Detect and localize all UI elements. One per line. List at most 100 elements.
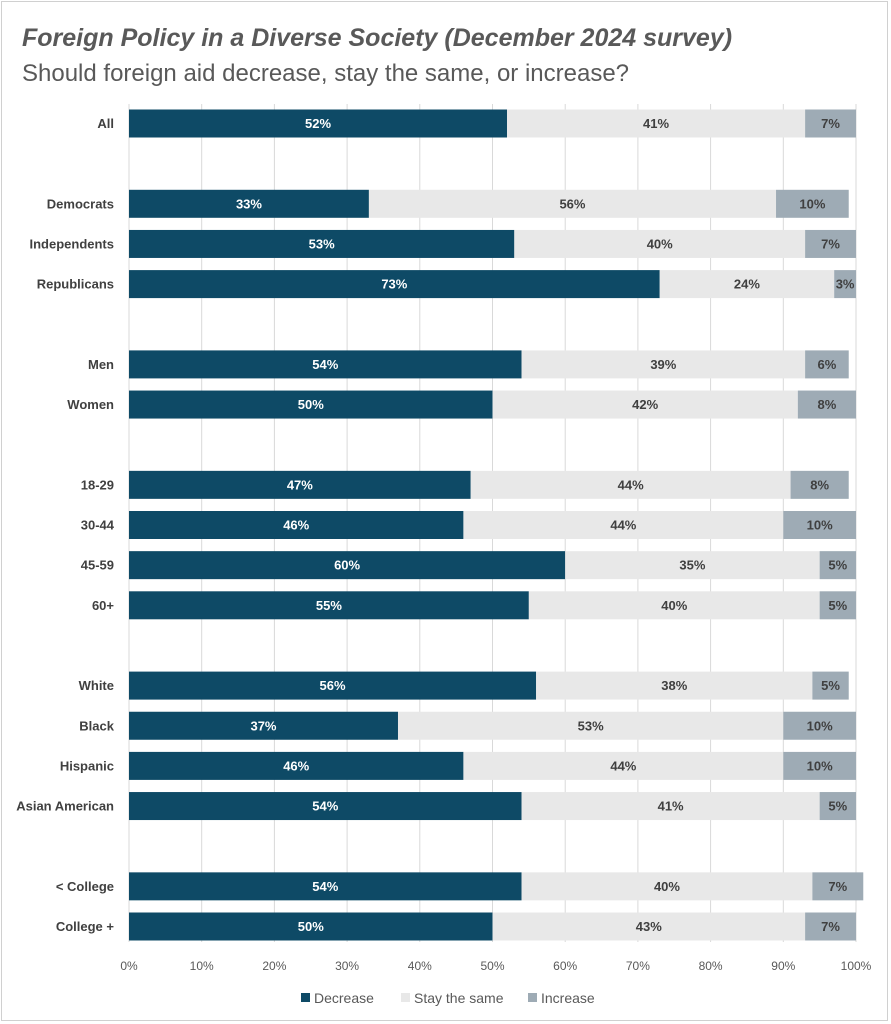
bar-segment xyxy=(492,912,806,941)
x-tick-label: 0% xyxy=(120,959,138,973)
bar-segment xyxy=(659,270,835,299)
data-label: 44% xyxy=(610,758,636,773)
data-label: 54% xyxy=(312,879,338,894)
data-label: 54% xyxy=(312,357,338,372)
data-label: 8% xyxy=(818,397,837,412)
bar-segment xyxy=(521,350,806,379)
category-label: White xyxy=(79,678,114,693)
bar-segment xyxy=(805,109,856,138)
data-label: 41% xyxy=(643,116,669,131)
bar-segment xyxy=(776,189,849,218)
data-label: 10% xyxy=(807,518,833,533)
bar-segment xyxy=(812,872,864,901)
data-label: 50% xyxy=(298,919,324,934)
data-label: 6% xyxy=(818,357,837,372)
data-label: 39% xyxy=(650,357,676,372)
category-label: 18-29 xyxy=(81,477,114,492)
bar-segment xyxy=(129,872,522,901)
data-label: 55% xyxy=(316,598,342,613)
bar-segment xyxy=(783,711,856,740)
x-tick-label: 40% xyxy=(408,959,432,973)
data-label: 47% xyxy=(287,477,313,492)
category-label: Independents xyxy=(29,236,114,251)
category-label: Women xyxy=(67,397,114,412)
data-label: 73% xyxy=(381,277,407,292)
x-tick-label: 60% xyxy=(553,959,577,973)
bars: 52% 41% 7% 33% 56% 10% 53% 40% 7% 73% 24% 3% 54% 39% 6… xyxy=(129,109,864,941)
data-label: 52% xyxy=(305,116,331,131)
bar-segment xyxy=(797,390,856,419)
bar-segment xyxy=(368,189,777,218)
bar-segment xyxy=(129,390,493,419)
data-label: 42% xyxy=(632,397,658,412)
category-label: < College xyxy=(56,879,114,894)
data-label: 44% xyxy=(618,477,644,492)
category-label: Men xyxy=(88,357,114,372)
data-label: 7% xyxy=(821,919,840,934)
bar-segment xyxy=(463,511,784,539)
data-label: 10% xyxy=(807,758,833,773)
data-label: 53% xyxy=(309,236,335,251)
data-label: 24% xyxy=(734,277,760,292)
category-label: 45-59 xyxy=(81,558,114,573)
data-label: 7% xyxy=(821,236,840,251)
legend-swatch xyxy=(401,993,410,1002)
chart-subtitle: Should foreign aid decrease, stay the sa… xyxy=(22,60,630,87)
bar-segment xyxy=(129,551,566,580)
data-label: 5% xyxy=(828,799,847,814)
bar-segment xyxy=(129,109,508,138)
bar-segment xyxy=(819,591,856,620)
data-label: 35% xyxy=(679,558,705,573)
bar-segment xyxy=(514,229,806,258)
bar-segment xyxy=(834,270,856,299)
bar-segment xyxy=(521,792,820,821)
data-label: 8% xyxy=(810,477,829,492)
chart-title: Foreign Policy in a Diverse Society (Dec… xyxy=(22,24,733,52)
bar-segment xyxy=(507,109,806,138)
data-label: 53% xyxy=(578,718,604,733)
bar-segment xyxy=(470,470,791,499)
bar-segment xyxy=(521,872,813,901)
x-tick-label: 20% xyxy=(262,959,286,973)
category-label: 60+ xyxy=(92,598,114,613)
data-label: 37% xyxy=(250,718,276,733)
data-label: 40% xyxy=(654,879,680,894)
data-label: 7% xyxy=(828,879,847,894)
data-label: 3% xyxy=(836,277,855,292)
data-label: 5% xyxy=(821,678,840,693)
bar-segment xyxy=(129,511,464,539)
data-label: 41% xyxy=(658,799,684,814)
x-axis-ticks: 0% 10% 20% 30% 40% 50% 60% 70% 80% 90% 100% xyxy=(120,959,871,973)
bar-segment xyxy=(805,912,856,941)
x-tick-label: 50% xyxy=(480,959,504,973)
x-tick-label: 90% xyxy=(771,959,795,973)
data-label: 33% xyxy=(236,196,262,211)
category-labels: All Democrats Independents Republicans Men Wo… xyxy=(16,116,115,934)
legend-swatch xyxy=(301,993,310,1002)
bar-segment xyxy=(129,591,529,620)
data-label: 10% xyxy=(807,718,833,733)
bar-segment xyxy=(129,751,464,780)
data-label: 5% xyxy=(828,598,847,613)
bar-segment xyxy=(463,751,784,780)
data-label: 54% xyxy=(312,799,338,814)
bar-segment xyxy=(528,591,820,620)
bar-segment xyxy=(492,390,798,419)
bar-segment xyxy=(129,671,537,700)
bar-segment xyxy=(819,551,856,580)
x-tick-label: 80% xyxy=(699,959,723,973)
category-label: All xyxy=(97,116,114,131)
bar-segment xyxy=(805,229,856,258)
bar-segment xyxy=(129,229,515,258)
x-tick-label: 30% xyxy=(335,959,359,973)
bar-segment xyxy=(819,792,856,821)
bar-segment xyxy=(783,511,856,539)
bar-segment xyxy=(129,189,369,218)
data-label: 5% xyxy=(828,558,847,573)
data-label: 56% xyxy=(559,196,585,211)
data-label: 40% xyxy=(647,236,673,251)
data-label: 50% xyxy=(298,397,324,412)
x-tick-label: 10% xyxy=(190,959,214,973)
